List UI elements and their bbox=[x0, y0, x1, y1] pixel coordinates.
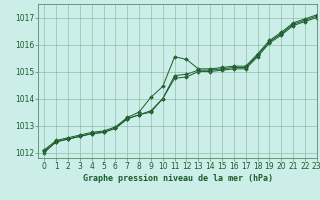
X-axis label: Graphe pression niveau de la mer (hPa): Graphe pression niveau de la mer (hPa) bbox=[83, 174, 273, 183]
